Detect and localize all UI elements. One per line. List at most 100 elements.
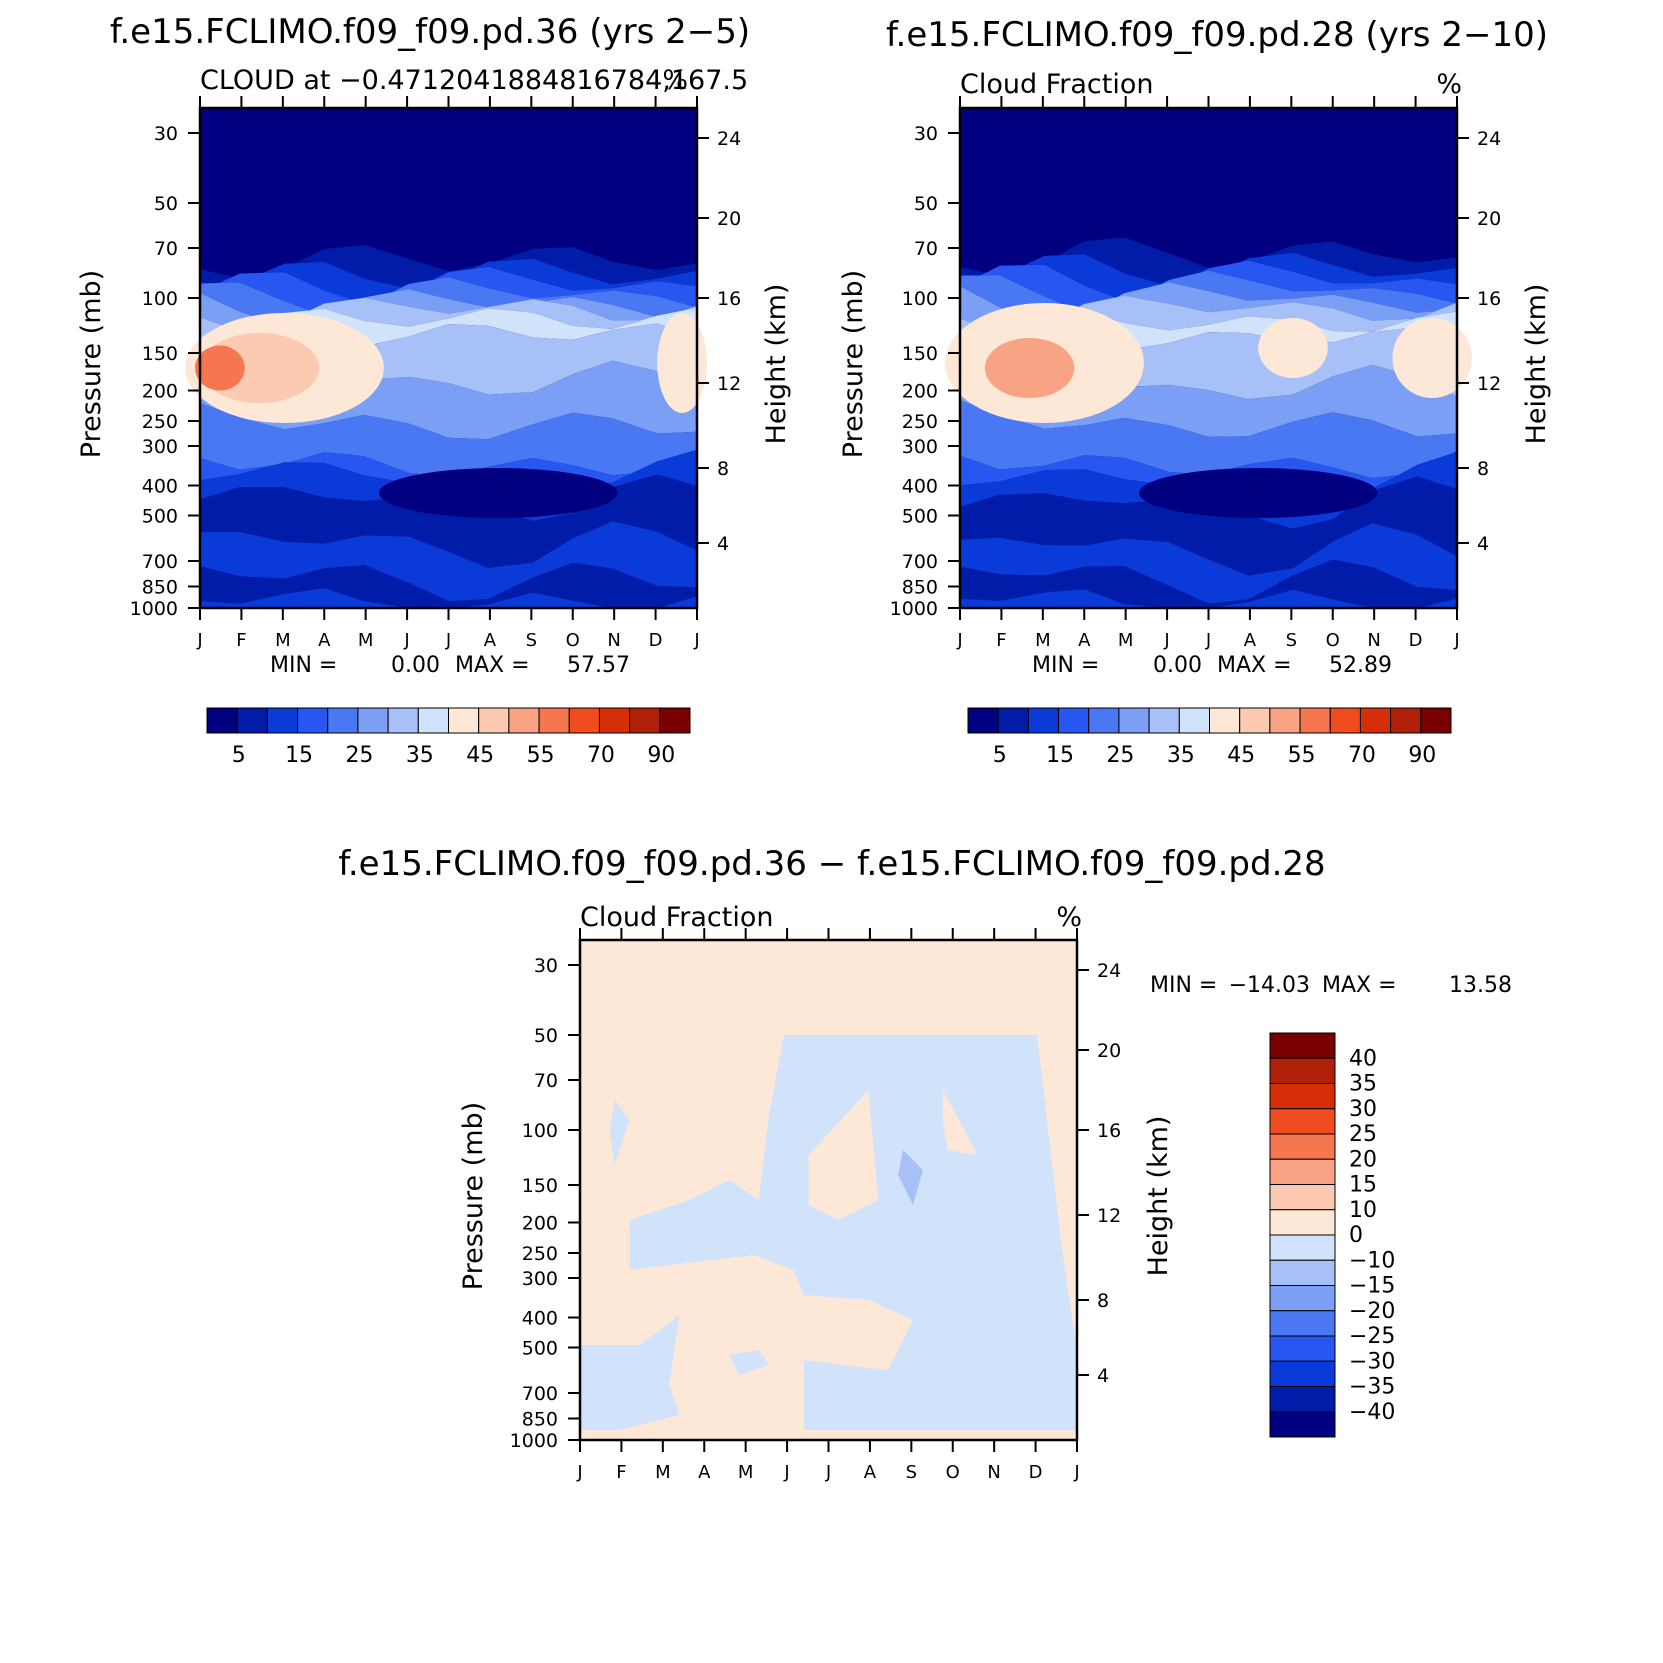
p3-ytick-label: 700 — [522, 1383, 558, 1405]
p3-colorbar-swatch — [1269, 1259, 1336, 1286]
p3-xtick-label: S — [906, 1462, 917, 1483]
p1-contour-16 — [200, 588, 697, 608]
p3-colorbar-label: −20 — [1349, 1299, 1395, 1324]
panel-2-min-label: MIN = — [1032, 653, 1099, 678]
panel-2-max-value: 52.89 — [1329, 653, 1392, 678]
p3-neg-contour-3 — [729, 1350, 769, 1375]
p2-contour-14 — [960, 523, 1457, 604]
p2-colorbar-label: 25 — [1106, 743, 1134, 768]
panel-2-min-value: 0.00 — [1153, 653, 1202, 678]
p2-ytick-label: 850 — [902, 577, 938, 599]
p1-xtick-label: J — [445, 630, 451, 651]
p3-colorbar-label: 15 — [1349, 1173, 1377, 1198]
p2-ytick-label: 30 — [914, 123, 938, 145]
p3-xtick-label: M — [738, 1462, 754, 1483]
p3-ytick-label: 30 — [534, 955, 558, 977]
p2-xtick-label: J — [956, 630, 962, 651]
p1-contour-13 — [200, 474, 697, 568]
p1-xtick-label: D — [649, 630, 663, 651]
panel-2-colorbar: 5 15 25 35 45 55 70 90 — [967, 707, 1452, 768]
panel-1-max-value: 57.57 — [567, 653, 630, 678]
panel-2-title: f.e15.FCLIMO.f09_f09.pd.28 (yrs 2−10) — [886, 15, 1548, 55]
p3-colorbar-label: 40 — [1349, 1046, 1377, 1071]
p3-y2tick-label: 8 — [1097, 1290, 1109, 1312]
p2-ytick-label: 70 — [914, 238, 938, 260]
p2-warm-contour-2 — [1258, 318, 1328, 378]
p2-xtick-label: M — [1118, 630, 1134, 651]
p1-ytick-label: 400 — [142, 476, 178, 498]
panel-3-title: f.e15.FCLIMO.f09_f09.pd.36 − f.e15.FCLIM… — [338, 844, 1325, 884]
p1-colorbar-swatch — [478, 707, 510, 734]
p2-ytick-label: 100 — [902, 288, 938, 310]
p3-colorbar-label: −35 — [1349, 1375, 1395, 1400]
p2-colorbar-label: 5 — [993, 743, 1007, 768]
p3-xtick-label: N — [987, 1462, 1000, 1483]
p1-ytick-label: 30 — [154, 123, 178, 145]
p3-xtick-label: D — [1029, 1462, 1043, 1483]
panel-3-plot: J F M A M J J A S O N D J 30 50 70 100 150 200 250 300 400 500… — [510, 928, 1121, 1483]
p2-warm-contour-3 — [1392, 318, 1472, 398]
p2-contour-3 — [960, 260, 1457, 313]
p1-colorbar-label: 90 — [647, 743, 675, 768]
p1-contour-10 — [200, 403, 697, 478]
p2-xtick-label: J — [1205, 630, 1211, 651]
panel-1-min-value: 0.00 — [391, 653, 440, 678]
panel-3-max-value: 13.58 — [1449, 973, 1512, 998]
p2-contour-5 — [960, 282, 1457, 334]
p1-colorbar-swatch — [327, 707, 359, 734]
p3-colorbar-swatch — [1269, 1360, 1336, 1387]
p3-ytick-label: 250 — [522, 1243, 558, 1265]
p3-colorbar-swatch — [1269, 1411, 1336, 1438]
p2-y2tick-label: 12 — [1477, 373, 1501, 395]
p1-y2tick-label: 24 — [717, 128, 741, 150]
p1-colorbar-swatch — [206, 707, 238, 734]
p3-ytick-label: 150 — [522, 1175, 558, 1197]
p2-ytick-label: 300 — [902, 436, 938, 458]
p2-colorbar-swatch — [1269, 707, 1301, 734]
p3-xtick-label: M — [655, 1462, 671, 1483]
p3-colorbar-label: 10 — [1349, 1198, 1377, 1223]
p2-ytick-label: 700 — [902, 551, 938, 573]
p2-xtick-label: A — [1244, 630, 1257, 651]
panel-2-ylabel2: Height (km) — [1521, 284, 1552, 445]
p3-xtick-label: J — [783, 1462, 789, 1483]
p2-low-cloud-core — [1138, 468, 1378, 518]
p2-colorbar-swatch — [1209, 707, 1241, 734]
p3-colorbar-swatch — [1269, 1133, 1336, 1160]
p1-xtick-label: O — [566, 630, 580, 651]
p3-colorbar-label: 20 — [1349, 1147, 1377, 1172]
p2-y2tick-label: 20 — [1477, 208, 1501, 230]
p1-colorbar-swatch — [598, 707, 631, 734]
p2-colorbar-swatch — [997, 707, 1029, 734]
p3-y2tick-label: 24 — [1097, 960, 1121, 982]
p1-contour-9 — [200, 358, 697, 440]
p1-colorbar-swatch — [266, 707, 299, 734]
p2-contour-1 — [960, 237, 1457, 290]
p1-contour-15 — [200, 562, 697, 608]
p1-contour-3 — [200, 266, 697, 316]
p3-colorbar-swatch — [1269, 1158, 1336, 1185]
p3-colorbar-swatch — [1269, 1057, 1336, 1084]
p3-xtick-label: J — [825, 1462, 831, 1483]
panel-1-max-label: MAX = — [455, 653, 530, 678]
p2-colorbar-swatch — [1148, 707, 1180, 734]
p3-pos-contour-0 — [808, 1090, 879, 1220]
p2-y2tick-label: 8 — [1477, 458, 1489, 480]
p1-contour-1 — [200, 245, 697, 294]
p3-y2tick-label: 20 — [1097, 1040, 1121, 1062]
p3-colorbar-label: −40 — [1349, 1400, 1395, 1425]
p1-ytick-label: 700 — [142, 551, 178, 573]
p3-colorbar-swatch — [1269, 1386, 1336, 1413]
p1-ytick-label: 850 — [142, 577, 178, 599]
p3-xtick-label: A — [698, 1462, 711, 1483]
p3-neg-contour-1 — [580, 1315, 680, 1430]
p1-xtick-label: M — [275, 630, 291, 651]
panel-3-min-value: −14.03 — [1229, 973, 1310, 998]
p2-contour-16 — [960, 589, 1457, 608]
p1-warm-contour-3 — [657, 313, 707, 413]
p1-colorbar-swatch — [538, 707, 570, 734]
p2-contour-0 — [960, 108, 1457, 276]
p1-contour-0 — [200, 108, 697, 279]
p2-contour-15 — [960, 559, 1457, 608]
